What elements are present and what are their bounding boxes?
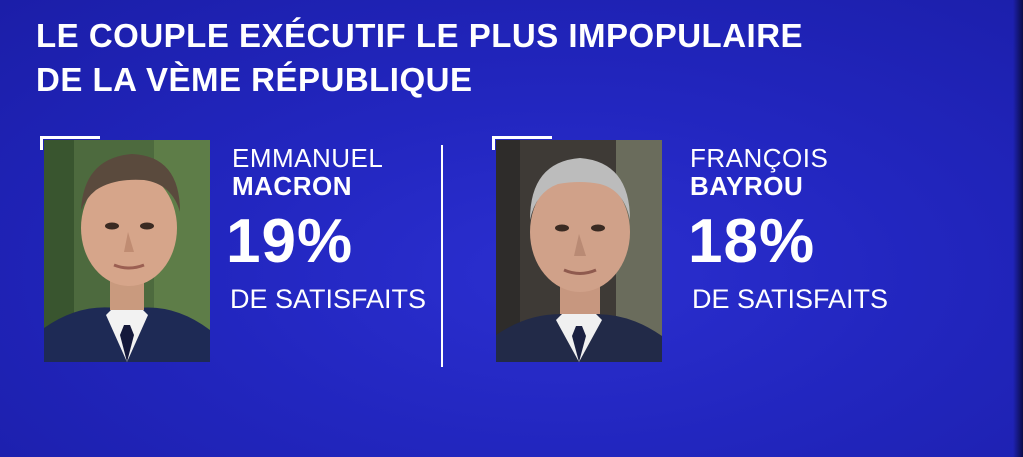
bayrou-photo <box>496 140 662 362</box>
photo-frame-corner <box>492 136 552 150</box>
last-name-bayrou: BAYROU <box>690 171 804 201</box>
headline-line-1: LE COUPLE EXÉCUTIF LE PLUS IMPOPULAIRE <box>36 17 804 54</box>
macron-photo <box>44 140 210 362</box>
percent-macron: 19% <box>226 207 354 276</box>
percent-bayrou: 18% <box>688 207 816 276</box>
headline: LE COUPLE EXÉCUTIF LE PLUS IMPOPULAIRE D… <box>36 14 916 102</box>
last-name-macron: MACRON <box>232 171 352 201</box>
satisfaits-label-bayrou: DE SATISFAITS <box>692 284 889 314</box>
first-name-bayrou: FRANÇOIS <box>690 143 829 173</box>
divider <box>441 145 443 367</box>
first-name-macron: EMMANUEL <box>232 143 384 173</box>
photo-frame-corner <box>40 136 100 150</box>
right-edge-shadow <box>1013 0 1023 457</box>
satisfaits-label-macron: DE SATISFAITS <box>230 284 427 314</box>
headline-line-2: DE LA VÈME RÉPUBLIQUE <box>36 61 473 98</box>
